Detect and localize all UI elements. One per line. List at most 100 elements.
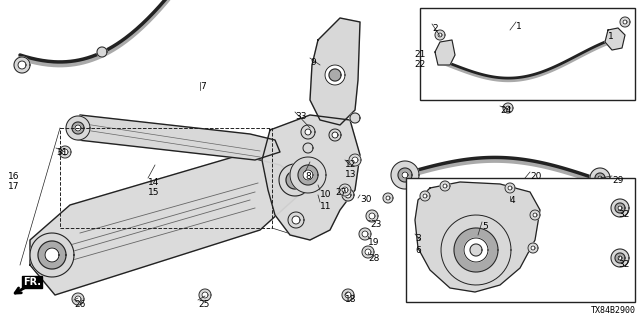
Polygon shape: [301, 125, 315, 139]
Polygon shape: [369, 213, 375, 219]
Text: 25: 25: [198, 300, 209, 309]
Polygon shape: [438, 33, 442, 37]
Polygon shape: [623, 20, 627, 24]
Text: 11: 11: [320, 202, 332, 211]
Polygon shape: [615, 203, 625, 213]
Polygon shape: [291, 176, 299, 184]
Text: 10: 10: [320, 190, 332, 199]
Text: 20: 20: [530, 172, 541, 181]
Polygon shape: [18, 61, 26, 69]
Text: 22: 22: [414, 60, 425, 69]
Polygon shape: [454, 228, 498, 272]
Polygon shape: [305, 129, 311, 135]
Polygon shape: [303, 170, 313, 180]
Polygon shape: [440, 181, 450, 191]
Polygon shape: [72, 122, 84, 134]
Polygon shape: [342, 189, 354, 201]
Polygon shape: [59, 146, 71, 158]
Polygon shape: [531, 246, 535, 250]
Text: 21: 21: [414, 50, 426, 59]
Text: 1: 1: [608, 32, 614, 41]
Polygon shape: [199, 289, 211, 301]
Polygon shape: [72, 293, 84, 305]
Text: 8: 8: [305, 172, 311, 181]
Text: 4: 4: [510, 196, 516, 205]
Text: 14: 14: [148, 178, 159, 187]
Polygon shape: [435, 30, 445, 40]
Text: 17: 17: [8, 182, 19, 191]
Polygon shape: [345, 292, 351, 298]
Polygon shape: [359, 228, 371, 240]
Polygon shape: [342, 187, 348, 193]
Polygon shape: [288, 212, 304, 228]
Text: 9: 9: [310, 58, 316, 67]
Text: FR.: FR.: [23, 277, 41, 287]
Polygon shape: [605, 28, 625, 50]
Polygon shape: [618, 206, 622, 210]
Text: 31: 31: [56, 148, 67, 157]
Text: 12: 12: [345, 160, 356, 169]
Polygon shape: [303, 143, 313, 153]
Bar: [420, 8, 635, 100]
Polygon shape: [329, 69, 341, 81]
Text: 19: 19: [368, 238, 380, 247]
Polygon shape: [435, 40, 455, 65]
Polygon shape: [345, 192, 351, 198]
Polygon shape: [590, 168, 610, 188]
Text: 13: 13: [345, 170, 356, 179]
Polygon shape: [505, 183, 515, 193]
Polygon shape: [72, 115, 280, 160]
Polygon shape: [325, 65, 345, 85]
Polygon shape: [441, 215, 511, 285]
Bar: [406, 178, 635, 302]
Text: 5: 5: [482, 222, 488, 231]
Polygon shape: [75, 125, 81, 131]
Text: 16: 16: [8, 172, 19, 181]
Polygon shape: [530, 210, 540, 220]
Text: 23: 23: [370, 220, 381, 229]
Bar: [60, 128, 272, 228]
Polygon shape: [352, 157, 358, 163]
Polygon shape: [615, 253, 625, 263]
Text: 2: 2: [432, 24, 438, 33]
Polygon shape: [349, 154, 361, 166]
Polygon shape: [611, 199, 629, 217]
Text: 1: 1: [516, 22, 522, 31]
Polygon shape: [362, 246, 374, 258]
Polygon shape: [30, 155, 310, 295]
Polygon shape: [464, 238, 488, 262]
Polygon shape: [332, 132, 338, 138]
Text: 3: 3: [415, 234, 420, 243]
Polygon shape: [45, 248, 59, 262]
Polygon shape: [391, 161, 419, 189]
Polygon shape: [342, 289, 354, 301]
Polygon shape: [362, 231, 368, 237]
Polygon shape: [38, 241, 66, 269]
Text: 32: 32: [618, 210, 629, 219]
Polygon shape: [533, 213, 537, 217]
Text: 18: 18: [345, 295, 356, 304]
Polygon shape: [14, 57, 30, 73]
Text: 28: 28: [368, 254, 380, 263]
Polygon shape: [310, 18, 360, 125]
Polygon shape: [398, 168, 412, 182]
Polygon shape: [366, 210, 378, 222]
Polygon shape: [262, 115, 360, 240]
Polygon shape: [290, 157, 326, 193]
Text: 27: 27: [335, 188, 346, 197]
Polygon shape: [30, 233, 74, 277]
Polygon shape: [595, 173, 605, 183]
Polygon shape: [365, 249, 371, 255]
Polygon shape: [66, 116, 90, 140]
Polygon shape: [506, 106, 510, 110]
Polygon shape: [202, 292, 208, 298]
Polygon shape: [423, 194, 427, 198]
Polygon shape: [620, 17, 630, 27]
Polygon shape: [97, 47, 107, 57]
Polygon shape: [528, 243, 538, 253]
Polygon shape: [598, 176, 602, 180]
Polygon shape: [611, 249, 629, 267]
Text: 33: 33: [295, 112, 307, 121]
Text: 32: 32: [618, 260, 629, 269]
Polygon shape: [470, 244, 482, 256]
